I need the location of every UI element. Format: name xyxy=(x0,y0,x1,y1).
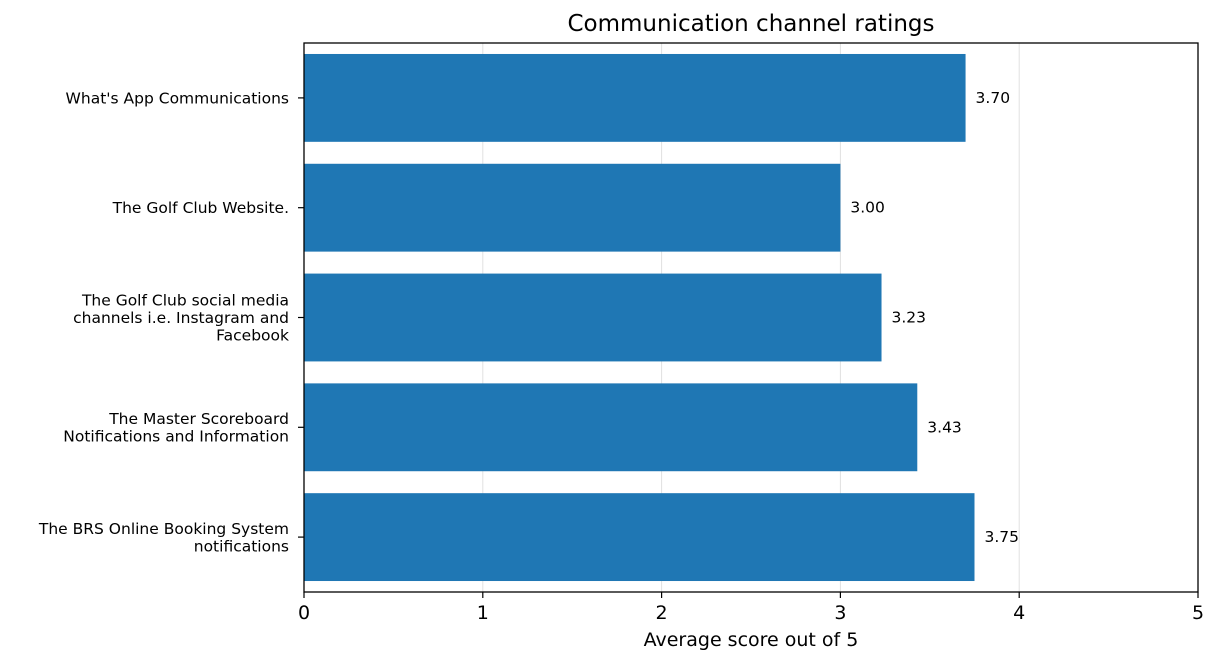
category-label-line: What's App Communications xyxy=(66,89,289,107)
category-label-line: The Master Scoreboard xyxy=(108,410,289,428)
x-tick-label: 0 xyxy=(298,602,310,624)
value-label: 3.43 xyxy=(927,418,962,436)
bar xyxy=(304,163,841,252)
x-tick-label: 4 xyxy=(1013,602,1025,624)
bar xyxy=(304,383,918,472)
x-tick-label: 1 xyxy=(477,602,489,624)
value-label: 3.00 xyxy=(850,199,885,217)
x-tick-label: 5 xyxy=(1192,602,1204,624)
category-label: The Master Scoreboard Notifications and I… xyxy=(63,410,289,446)
x-tick-label: 2 xyxy=(656,602,668,624)
x-axis: 0 1 2 3 4 5 xyxy=(298,592,1204,624)
bars: 3.70 3.00 3.23 3.43 3.75 xyxy=(304,53,1020,582)
category-label-line: notifications xyxy=(194,537,289,555)
x-tick-label: 3 xyxy=(834,602,846,624)
category-label-line: The BRS Online Booking System xyxy=(38,520,289,538)
bar xyxy=(304,53,966,142)
y-axis: What's App Communications The Golf Club W… xyxy=(38,89,304,555)
category-label: The BRS Online Booking System notificatio… xyxy=(38,520,289,556)
category-label-line: Facebook xyxy=(216,327,289,345)
bar xyxy=(304,493,975,582)
x-axis-label: Average score out of 5 xyxy=(644,629,859,650)
category-label: What's App Communications xyxy=(66,89,289,107)
value-label: 3.70 xyxy=(976,89,1011,107)
category-label-line: channels i.e. Instagram and xyxy=(73,309,289,327)
category-label-line: The Golf Club social media xyxy=(81,292,289,310)
value-label: 3.23 xyxy=(892,309,927,327)
category-label-line: The Golf Club Website. xyxy=(112,199,289,217)
value-label: 3.75 xyxy=(985,528,1020,546)
bar xyxy=(304,273,882,362)
category-label-line: Notifications and Information xyxy=(63,428,289,446)
category-label: The Golf Club Website. xyxy=(112,199,289,217)
category-label: The Golf Club social media channels i.e. … xyxy=(73,292,289,345)
chart-title: Communication channel ratings xyxy=(567,11,934,37)
